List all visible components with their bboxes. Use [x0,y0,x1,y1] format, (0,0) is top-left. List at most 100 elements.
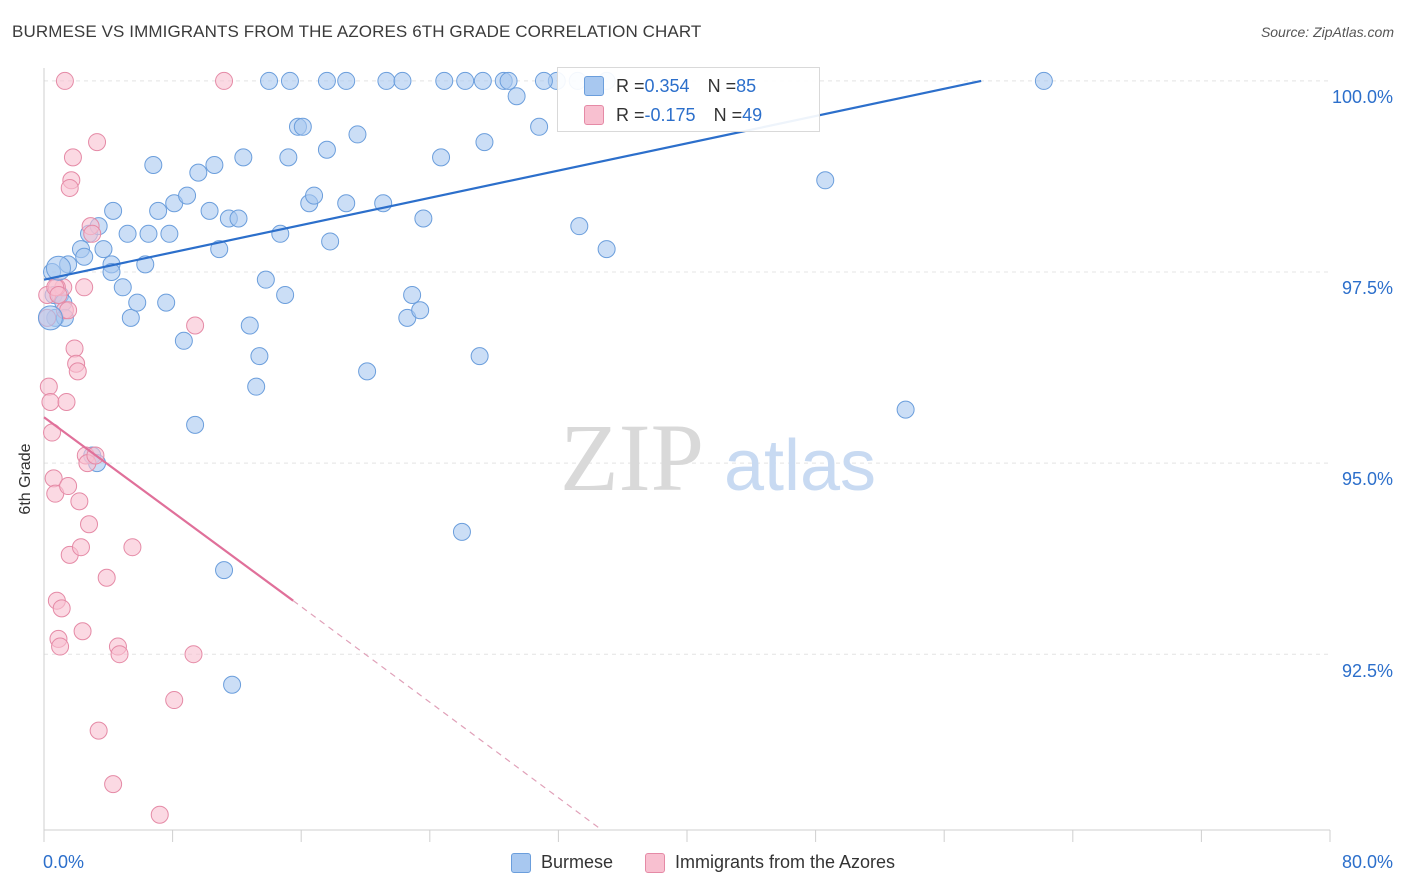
r-value: 0.354 [644,75,690,96]
n-value: 85 [736,75,757,96]
burmese-point [414,209,433,228]
azores-point [123,538,142,557]
y-tick-100: 100.0% [1331,87,1393,107]
burmese-legend-swatch [510,852,531,873]
burmese-point [411,301,430,320]
burmese-point [223,675,242,694]
burmese-point [393,71,412,90]
legend-item-burmese[interactable]: Burmese [510,852,613,873]
azores-point [71,538,90,557]
n-value: 49 [742,104,763,125]
azores-point [104,775,123,794]
burmese-point [240,316,259,335]
burmese-point [45,255,71,281]
burmese-point [247,377,266,396]
stats-row-burmese: R = 0.354 N = 85 [558,72,756,100]
burmese-point [178,186,197,205]
burmese-point [337,71,356,90]
legend-label-azores: Immigrants from the Azores [674,852,896,872]
burmese-point [121,308,140,327]
burmese-point [435,71,454,90]
burmese-point [174,331,193,350]
burmese-point [403,285,422,304]
burmese-point [1034,71,1053,90]
azores-point [150,805,169,824]
burmese-point [317,140,336,159]
burmese-point [260,71,279,90]
legend-item-azores[interactable]: Immigrants from the Azores [644,852,896,873]
burmese-point [256,270,275,289]
trend-lines [43,79,982,831]
azores-point [184,645,203,664]
burmese-point [473,71,492,90]
burmese-point [189,163,208,182]
burmese-point [75,247,94,266]
burmese-point [210,240,229,259]
burmese-point [816,171,835,190]
burmese-point [144,156,163,175]
burmese-point [896,400,915,419]
burmese-swatch [584,76,604,96]
burmese-point [470,347,489,366]
azores-point [83,224,102,243]
burmese-point [337,194,356,213]
burmese-point [280,71,299,90]
azores-point [39,377,58,396]
azores-point [75,278,94,297]
burmese-point [475,133,494,152]
y-tick-95: 95.0% [1341,469,1393,489]
azores-swatch [584,105,604,125]
n-label: N = [707,75,737,96]
burmese-point [128,293,147,312]
azores-point [49,285,68,304]
burmese-point [186,415,205,434]
azores-point [215,71,234,90]
n-label: N = [713,104,743,125]
azores-trend-line [43,416,294,602]
burmese-point [293,117,312,136]
burmese-point [452,522,471,541]
burmese-point [432,148,451,167]
points-layer [37,71,1053,824]
burmese-point [250,347,269,366]
azores-points [38,71,234,824]
burmese-point [205,156,224,175]
burmese-point [160,224,179,243]
azores-point [57,392,76,411]
burmese-point [305,186,324,205]
burmese-point [377,71,396,90]
axes [43,68,1331,842]
watermark: ZIP atlas [560,404,876,511]
burmese-point [279,148,298,167]
azores-point [55,71,74,90]
watermark-atlas: atlas [724,426,876,506]
legend-label-burmese: Burmese [540,852,613,872]
burmese-point [229,209,248,228]
stats-legend: R = 0.354 N = 85 R = -0.175 N = 49 [557,67,820,132]
source-label: Source: ZipAtlas.com [1260,24,1394,40]
r-label: R = [616,104,645,125]
burmese-point [113,278,132,297]
azores-point [110,645,129,664]
azores-point [51,637,70,656]
burmese-point [534,71,553,90]
burmese-point [499,71,518,90]
burmese-point [104,201,123,220]
azores-point [60,178,79,197]
azores-point [68,362,87,381]
r-value: -0.175 [644,104,696,125]
azores-point [63,148,82,167]
burmese-points [43,71,1053,694]
burmese-point [102,263,121,282]
burmese-trend-line [43,79,982,281]
stats-row-azores: R = -0.175 N = 49 [558,101,762,129]
burmese-point [358,362,377,381]
azores-point [41,392,60,411]
chart-title: BURMESE VS IMMIGRANTS FROM THE AZORES 6T… [12,22,702,41]
burmese-point [234,148,253,167]
azores-point [80,515,99,534]
burmese-point [157,293,176,312]
burmese-point [348,125,367,144]
burmese-point [317,71,336,90]
burmese-point [570,217,589,236]
